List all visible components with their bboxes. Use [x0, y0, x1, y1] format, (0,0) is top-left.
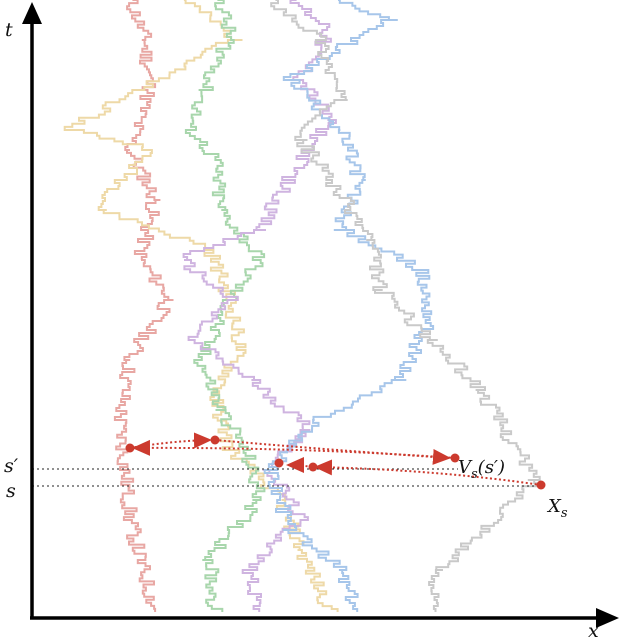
- marker-green: [210, 435, 220, 445]
- s-label: s: [6, 480, 16, 502]
- x-axis-arrowhead: [596, 608, 619, 628]
- s-prime-label: s′: [4, 455, 19, 477]
- v-s-label: Vs(s′): [458, 457, 505, 482]
- jump-mid-hop: [286, 457, 313, 474]
- random-walk-blue: [263, 0, 435, 612]
- jump-x-s-to-v-s: [314, 459, 542, 486]
- random-walk-purple: [182, 0, 337, 612]
- x-main: X: [546, 496, 562, 517]
- jump-v-s-to-left: [132, 439, 456, 459]
- x-subscript: s: [561, 506, 568, 521]
- jump-arrows: [125, 432, 546, 490]
- t-axis-arrowhead: [22, 2, 42, 24]
- marker-left: [125, 443, 135, 453]
- random-walk-paths: [63, 0, 541, 612]
- jump-left-to-green: [129, 432, 212, 449]
- random-walk-green: [184, 0, 266, 612]
- marker-v-s: [450, 453, 460, 463]
- x-axis-label: x: [588, 620, 599, 641]
- marker-mid-b: [274, 458, 284, 468]
- random-walk-red: [113, 0, 174, 612]
- x-s-label: Xs: [546, 496, 568, 521]
- marker-x-s: [536, 480, 546, 490]
- random-walk-gray: [270, 0, 541, 612]
- v-main: V: [458, 457, 473, 478]
- t-axis-label: t: [5, 19, 13, 41]
- marker-mid-a: [308, 462, 318, 472]
- v-argument: (s′): [478, 457, 505, 478]
- v-subscript: s: [471, 467, 478, 482]
